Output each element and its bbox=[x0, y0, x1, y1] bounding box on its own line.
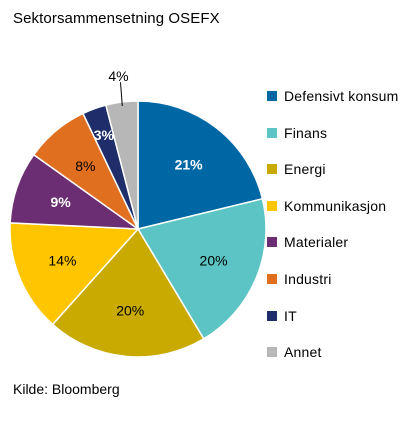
legend-item: IT bbox=[267, 306, 297, 326]
legend-item: Materialer bbox=[267, 232, 348, 252]
legend-item: Defensivt konsum bbox=[267, 86, 398, 106]
legend-swatch bbox=[267, 237, 277, 248]
legend-item: Energi bbox=[267, 159, 326, 179]
legend-label: Industri bbox=[284, 271, 332, 287]
legend-swatch bbox=[267, 347, 277, 358]
legend-label: Materialer bbox=[284, 234, 349, 251]
legend-swatch bbox=[267, 274, 277, 284]
data-label: 14% bbox=[48, 253, 76, 269]
legend-label: Finans bbox=[284, 124, 328, 141]
pie-slice-energi bbox=[51, 227, 205, 358]
leader-line bbox=[120, 82, 123, 107]
source-note: Kilde: Bloomberg bbox=[13, 381, 120, 397]
legend-item: Finans bbox=[267, 123, 327, 143]
legend-item: Kommunikasjon bbox=[267, 196, 386, 216]
data-label: 8% bbox=[75, 158, 95, 174]
data-label: 20% bbox=[200, 253, 228, 269]
chart-title: Sektorsammensetning OSEFX bbox=[13, 10, 220, 27]
pie-slice-defensivt-konsum bbox=[137, 100, 264, 230]
data-label: 9% bbox=[50, 194, 71, 210]
data-label: 20% bbox=[116, 303, 144, 319]
pie-slice-kommunikasjon bbox=[9, 222, 140, 326]
legend-label: Defensivt konsum bbox=[284, 88, 399, 104]
data-label: 3% bbox=[94, 127, 115, 143]
legend-item: Industri bbox=[267, 269, 332, 289]
legend-swatch bbox=[267, 310, 277, 321]
legend-swatch bbox=[267, 164, 277, 175]
legend-swatch bbox=[267, 200, 277, 211]
legend-item: Annet bbox=[267, 342, 322, 362]
legend-swatch bbox=[267, 91, 277, 101]
pie-slices bbox=[9, 100, 267, 358]
pie-labels: 21% 20% 20% 14% 9% 8% 3% 4% bbox=[48, 68, 227, 318]
legend-label: Kommunikasjon bbox=[284, 197, 387, 214]
legend-swatch bbox=[267, 127, 277, 138]
data-label: 21% bbox=[175, 157, 204, 173]
legend-label: Energi bbox=[284, 161, 326, 178]
data-label: 4% bbox=[108, 68, 128, 84]
legend-label: Annet bbox=[284, 344, 322, 361]
pie-slice-finans bbox=[136, 197, 267, 340]
legend-label: IT bbox=[284, 307, 297, 324]
